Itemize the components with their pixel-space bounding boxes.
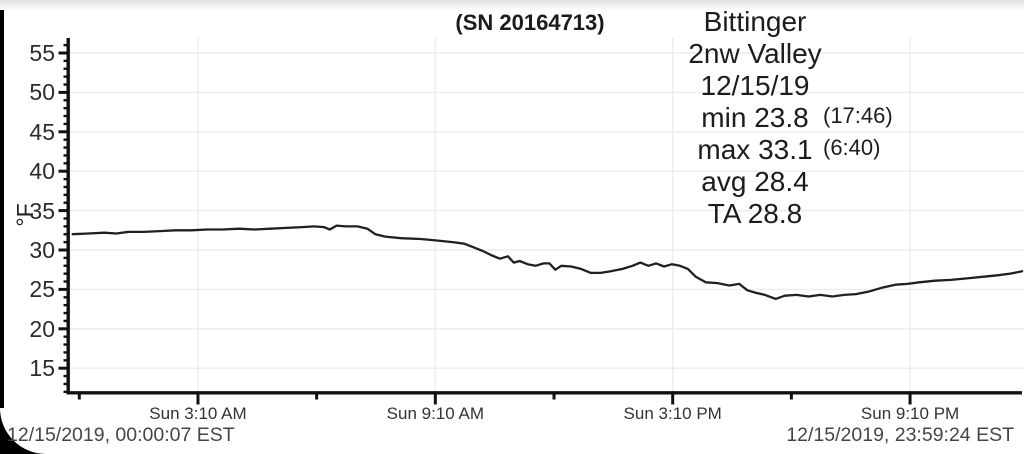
temperature-series-line: [71, 224, 1024, 301]
top-shadow-band: [0, 0, 1024, 11]
max-temperature-line: max 33.1 (6:40): [595, 134, 915, 166]
info-panel: Bittinger 2nw Valley 12/15/19 min 23.8 (…: [595, 6, 915, 230]
min-temperature-value: min 23.8: [701, 102, 809, 133]
max-temperature-time: (6:40): [823, 135, 881, 160]
left-edge-bar: [0, 10, 4, 454]
station-name: Bittinger: [703, 6, 807, 37]
record-start-timestamp: 12/15/2019, 00:00:07 EST: [7, 424, 235, 446]
avg-temperature-line: avg 28.4: [701, 166, 809, 197]
rounded-corner-mask: [0, 408, 46, 454]
station-location: 2nw Valley: [688, 38, 822, 69]
y-axis-unit-label: °F: [11, 203, 38, 227]
max-temperature-value: max 33.1: [697, 134, 813, 165]
min-temperature-line: min 23.8 (17:46): [595, 102, 915, 134]
observation-date: 12/15/19: [700, 70, 810, 101]
chart-title: (SN 20164713): [455, 10, 605, 35]
record-end-timestamp: 12/15/2019, 23:59:24 EST: [786, 424, 1014, 446]
ta-temperature-line: TA 28.8: [707, 198, 803, 229]
min-temperature-time: (17:46): [823, 103, 893, 128]
